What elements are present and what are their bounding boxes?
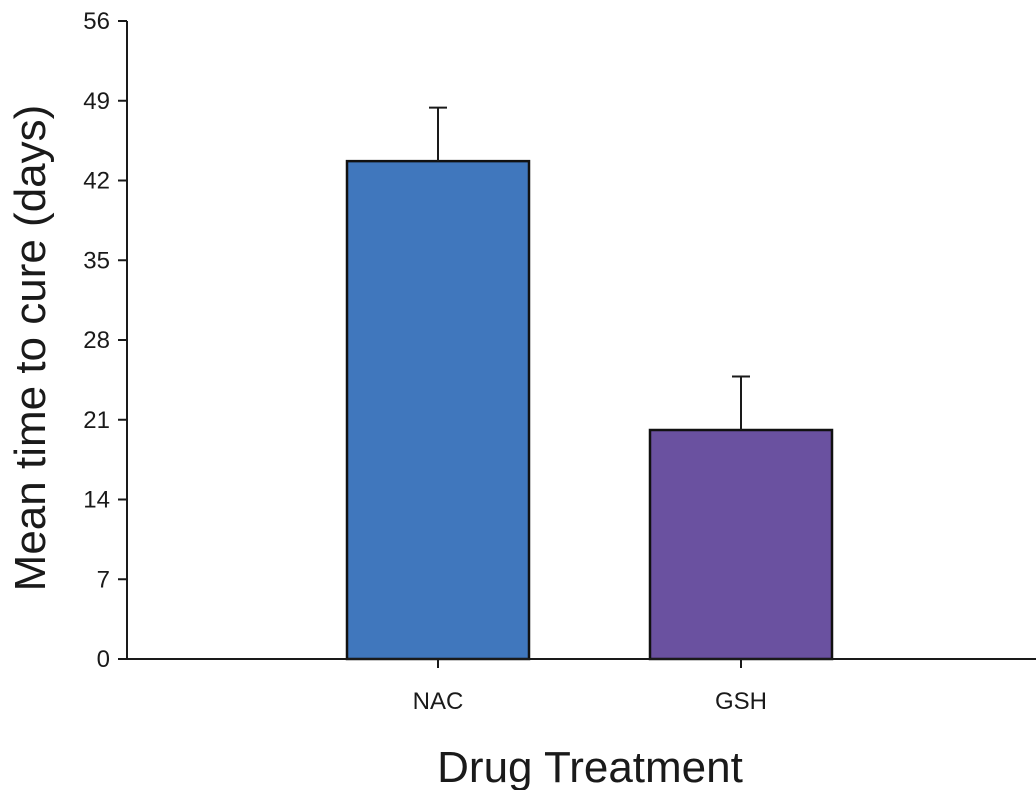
bar-nac <box>345 159 531 661</box>
x-tick-label-gsh: GSH <box>715 688 767 715</box>
error-bars-layer <box>429 106 750 431</box>
bar-gsh <box>648 428 834 661</box>
x-axis-title: Drug Treatment <box>437 743 743 790</box>
x-ticks-layer: NAC GSH <box>413 659 767 715</box>
y-tick-label: 49 <box>83 88 110 115</box>
x-tick-label-nac: NAC <box>413 688 464 715</box>
y-tick-label: 21 <box>83 407 110 434</box>
y-tick-label: 28 <box>83 327 110 354</box>
y-tick-label: 14 <box>83 487 110 514</box>
y-tick-label: 35 <box>83 247 110 274</box>
y-axis-title: Mean time to cure (days) <box>6 105 55 592</box>
bars-layer <box>345 159 834 661</box>
y-tick-label: 7 <box>97 566 110 593</box>
y-tick-label: 0 <box>97 646 110 673</box>
y-tick-label: 56 <box>83 8 110 35</box>
y-ticks-layer: 0 7 14 21 28 35 42 49 56 <box>83 8 127 673</box>
y-tick-label: 42 <box>83 168 110 195</box>
